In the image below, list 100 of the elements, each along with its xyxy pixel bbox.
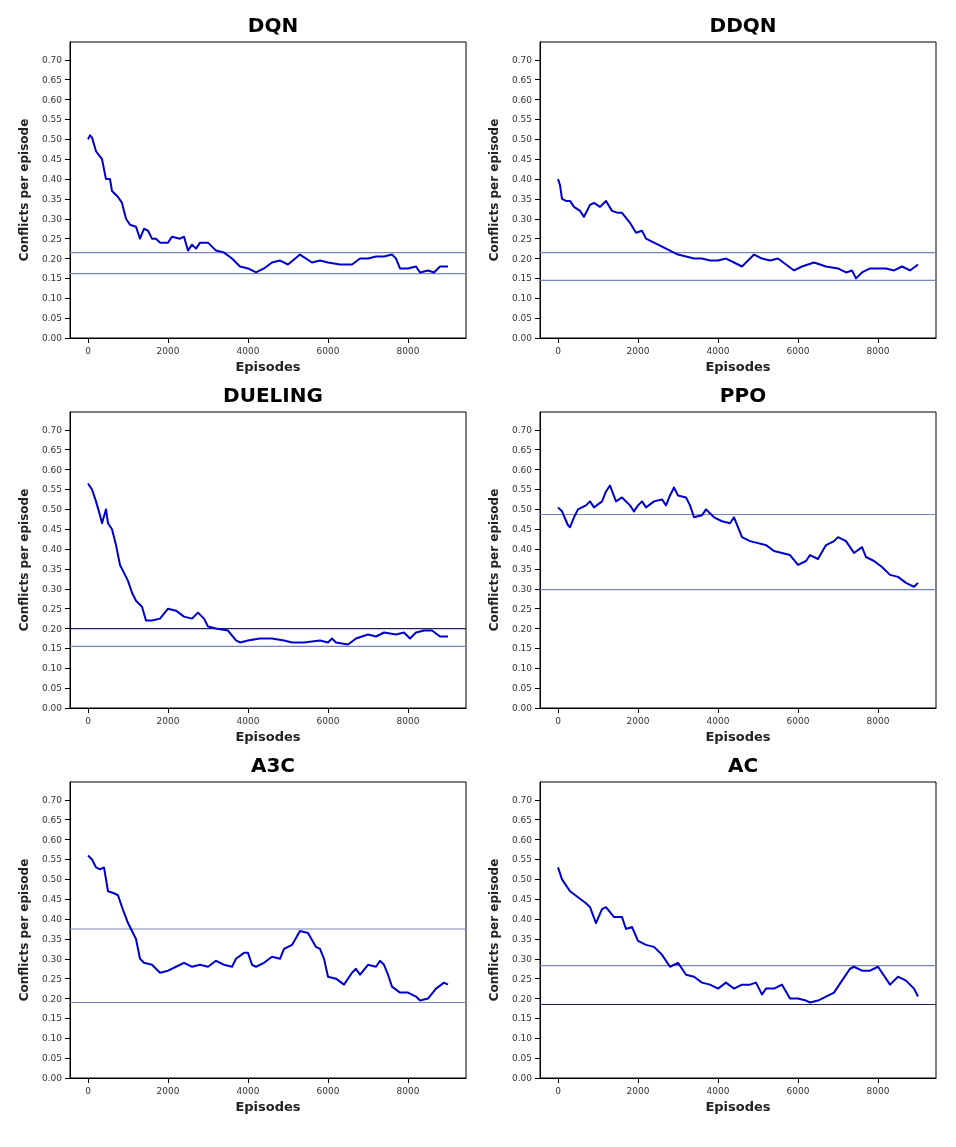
x-tick-label: 4000 bbox=[706, 1085, 730, 1096]
y-tick-label: 0.40 bbox=[511, 174, 533, 185]
chart-title: PPO bbox=[719, 383, 767, 407]
y-tick-label: 0.65 bbox=[511, 444, 532, 455]
y-tick-label: 0.30 bbox=[511, 953, 533, 964]
x-tick-label: 6000 bbox=[786, 345, 810, 356]
y-tick-label: 0.40 bbox=[41, 914, 63, 925]
x-tick-label: 0 bbox=[85, 1085, 92, 1096]
x-tick-label: 2000 bbox=[626, 1085, 650, 1096]
y-tick-label: 0.70 bbox=[511, 424, 533, 435]
y-tick-label: 0.10 bbox=[511, 1033, 533, 1044]
y-tick-label: 0.00 bbox=[41, 1073, 63, 1083]
x-tick-label: 8000 bbox=[866, 715, 890, 726]
x-tick-label: 8000 bbox=[396, 715, 420, 726]
x-tick-label: 6000 bbox=[316, 345, 340, 356]
x-axis-title: Episodes bbox=[235, 358, 301, 374]
y-tick-label: 0.15 bbox=[511, 1013, 532, 1024]
y-tick-label: 0.00 bbox=[41, 333, 63, 343]
line-series bbox=[87, 134, 449, 274]
y-tick-label: 0.70 bbox=[41, 54, 63, 65]
y-tick-label: 0.65 bbox=[41, 444, 62, 455]
y-tick-label: 0.10 bbox=[41, 663, 63, 674]
y-tick-label: 0.15 bbox=[41, 643, 62, 654]
x-tick-label: 4000 bbox=[236, 345, 260, 356]
y-tick-label: 0.60 bbox=[511, 834, 533, 845]
y-axis-title: Conflicts per episode bbox=[17, 118, 31, 262]
x-tick-label: 6000 bbox=[786, 715, 810, 726]
y-tick-label: 0.45 bbox=[511, 154, 532, 165]
y-tick-label: 0.05 bbox=[511, 1053, 532, 1064]
y-tick-label: 0.50 bbox=[41, 134, 63, 145]
y-tick-label: 0.05 bbox=[41, 683, 62, 694]
chart-title: DUELING bbox=[223, 383, 323, 407]
x-axis-title: Episodes bbox=[235, 728, 301, 744]
y-tick-label: 0.20 bbox=[511, 253, 533, 264]
y-tick-label: 0.45 bbox=[41, 894, 62, 905]
line-series bbox=[87, 854, 449, 1002]
y-tick-label: 0.15 bbox=[41, 273, 62, 284]
y-tick-label: 0.65 bbox=[41, 74, 62, 85]
y-tick-label: 0.20 bbox=[511, 623, 533, 634]
y-tick-label: 0.10 bbox=[511, 663, 533, 674]
x-tick-label: 6000 bbox=[316, 715, 340, 726]
y-tick-label: 0.25 bbox=[41, 603, 62, 614]
chart-title: DDQN bbox=[709, 13, 777, 37]
y-tick-label: 0.45 bbox=[511, 894, 532, 905]
y-tick-label: 0.30 bbox=[511, 583, 533, 594]
y-tick-label: 0.35 bbox=[41, 563, 62, 574]
y-tick-label: 0.00 bbox=[511, 703, 533, 713]
x-tick-label: 0 bbox=[555, 345, 562, 356]
x-tick-label: 8000 bbox=[396, 1085, 420, 1096]
y-tick-label: 0.40 bbox=[41, 544, 63, 555]
y-tick-label: 0.55 bbox=[41, 854, 62, 865]
y-tick-label: 0.70 bbox=[511, 54, 533, 65]
x-tick-label: 4000 bbox=[706, 715, 730, 726]
y-tick-label: 0.30 bbox=[511, 213, 533, 224]
y-tick-label: 0.55 bbox=[41, 484, 62, 495]
x-tick-label: 2000 bbox=[626, 715, 650, 726]
y-tick-label: 0.55 bbox=[511, 854, 532, 865]
y-tick-label: 0.55 bbox=[511, 484, 532, 495]
y-tick-label: 0.40 bbox=[41, 174, 63, 185]
y-axis-title: Conflicts per episode bbox=[17, 488, 31, 632]
y-tick-label: 0.05 bbox=[41, 1053, 62, 1064]
y-tick-label: 0.60 bbox=[511, 464, 533, 475]
chart-title: DQN bbox=[247, 13, 299, 37]
line-series bbox=[557, 484, 919, 588]
chart-title: A3C bbox=[250, 753, 296, 777]
y-tick-label: 0.50 bbox=[41, 874, 63, 885]
line-series bbox=[557, 866, 919, 1004]
y-tick-label: 0.40 bbox=[511, 914, 533, 925]
y-tick-label: 0.50 bbox=[511, 504, 533, 515]
y-axis-title: Conflicts per episode bbox=[487, 488, 501, 632]
y-tick-label: 0.70 bbox=[41, 794, 63, 805]
x-tick-label: 8000 bbox=[866, 1085, 890, 1096]
x-tick-label: 8000 bbox=[866, 345, 890, 356]
y-tick-label: 0.10 bbox=[41, 1033, 63, 1044]
y-tick-label: 0.15 bbox=[511, 273, 532, 284]
y-tick-label: 0.00 bbox=[511, 333, 533, 343]
y-tick-label: 0.25 bbox=[511, 603, 532, 614]
y-tick-label: 0.25 bbox=[41, 973, 62, 984]
x-tick-label: 2000 bbox=[626, 345, 650, 356]
y-tick-label: 0.45 bbox=[41, 524, 62, 535]
y-tick-label: 0.00 bbox=[511, 1073, 533, 1083]
y-tick-label: 0.20 bbox=[41, 623, 63, 634]
y-tick-label: 0.35 bbox=[511, 193, 532, 204]
y-tick-label: 0.30 bbox=[41, 953, 63, 964]
y-tick-label: 0.50 bbox=[511, 134, 533, 145]
y-tick-label: 0.20 bbox=[511, 993, 533, 1004]
x-tick-label: 4000 bbox=[706, 345, 730, 356]
x-axis-title: Episodes bbox=[705, 728, 771, 744]
y-tick-label: 0.05 bbox=[511, 683, 532, 694]
y-tick-label: 0.30 bbox=[41, 213, 63, 224]
x-tick-label: 0 bbox=[555, 715, 562, 726]
y-tick-label: 0.35 bbox=[41, 933, 62, 944]
y-tick-label: 0.60 bbox=[41, 94, 63, 105]
x-tick-label: 8000 bbox=[396, 345, 420, 356]
x-tick-label: 6000 bbox=[316, 1085, 340, 1096]
x-tick-label: 2000 bbox=[156, 715, 180, 726]
y-tick-label: 0.15 bbox=[41, 1013, 62, 1024]
y-tick-label: 0.65 bbox=[511, 74, 532, 85]
y-tick-label: 0.30 bbox=[41, 583, 63, 594]
y-tick-label: 0.70 bbox=[511, 794, 533, 805]
